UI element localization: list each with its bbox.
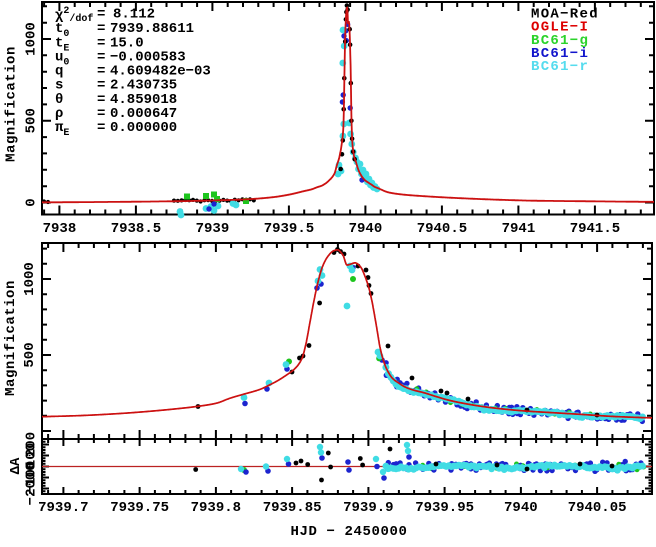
svg-text:7938: 7938: [43, 221, 77, 237]
svg-text:8.112: 8.112: [113, 7, 155, 23]
svg-text:7938.5: 7938.5: [111, 221, 161, 237]
svg-text:−0.000583: −0.000583: [110, 50, 186, 66]
svg-text:7939.85: 7939.85: [263, 500, 322, 516]
svg-text:7940.05: 7940.05: [568, 500, 627, 516]
svg-text:7940: 7940: [349, 221, 383, 237]
svg-text:500: 500: [22, 342, 38, 367]
svg-text:4.609482e−03: 4.609482e−03: [110, 64, 211, 80]
svg-text:=: =: [97, 78, 105, 94]
svg-text:s: s: [55, 78, 63, 94]
svg-text:=: =: [97, 7, 105, 23]
svg-text:=: =: [97, 64, 105, 80]
svg-text:7939.95: 7939.95: [415, 500, 474, 516]
svg-text:0: 0: [24, 198, 40, 206]
svg-text:MOA−Red: MOA−Red: [531, 7, 599, 23]
svg-text:1000: 1000: [24, 22, 40, 56]
svg-text:7941.5: 7941.5: [570, 221, 620, 237]
svg-text:=: =: [97, 120, 105, 136]
svg-text:−100: −100: [24, 461, 40, 495]
svg-text:0.000000: 0.000000: [110, 120, 177, 136]
svg-text:100: 100: [24, 443, 40, 468]
svg-text:200: 200: [24, 432, 40, 457]
svg-text:q: q: [55, 64, 63, 80]
svg-text:=: =: [97, 92, 105, 108]
svg-text:7939.7: 7939.7: [38, 500, 88, 516]
svg-text:7939.8: 7939.8: [191, 500, 241, 516]
svg-text:7939.88611: 7939.88611: [110, 21, 194, 37]
svg-text:BC61−r: BC61−r: [531, 59, 589, 75]
svg-text:7939.75: 7939.75: [110, 500, 169, 516]
svg-text:BC61−g: BC61−g: [531, 33, 589, 49]
svg-text:15.0: 15.0: [110, 36, 144, 52]
svg-text:=: =: [97, 50, 105, 66]
svg-text:−200: −200: [24, 472, 40, 506]
svg-text:BC61−i: BC61−i: [531, 46, 589, 62]
svg-text:ρ: ρ: [55, 106, 63, 122]
svg-text:0: 0: [24, 462, 40, 470]
svg-text:2.430735: 2.430735: [110, 78, 177, 94]
svg-text:Magnification: Magnification: [3, 280, 19, 396]
svg-text:4.859018: 4.859018: [110, 92, 177, 108]
svg-text:7939: 7939: [196, 221, 230, 237]
svg-text:7939.5: 7939.5: [264, 221, 314, 237]
svg-text:=: =: [97, 36, 105, 52]
svg-text:=: =: [97, 21, 105, 37]
svg-text:7940.5: 7940.5: [417, 221, 467, 237]
svg-text:=: =: [97, 106, 105, 122]
svg-text:1000: 1000: [22, 262, 38, 296]
svg-text:HJD − 2450000: HJD − 2450000: [290, 524, 407, 540]
svg-text:500: 500: [24, 108, 40, 133]
svg-text:7939.9: 7939.9: [343, 500, 393, 516]
svg-text:7940: 7940: [504, 500, 538, 516]
svg-text:7941: 7941: [502, 221, 536, 237]
svg-text:θ: θ: [55, 92, 63, 108]
svg-text:ΔA: ΔA: [8, 457, 24, 474]
svg-text:Magnification: Magnification: [4, 46, 20, 162]
svg-text:0.000647: 0.000647: [110, 106, 177, 122]
svg-text:OGLE−I: OGLE−I: [531, 20, 589, 36]
